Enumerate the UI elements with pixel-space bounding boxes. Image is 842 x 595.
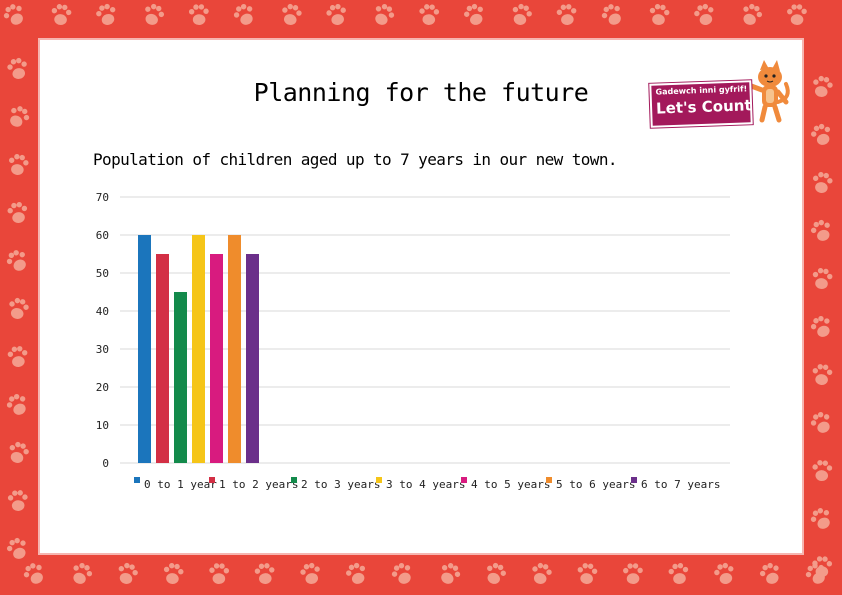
paw-print-icon xyxy=(812,460,833,481)
paw-print-icon xyxy=(743,3,763,25)
paw-print-icon xyxy=(532,562,552,584)
legend-label: 5 to 6 years xyxy=(556,478,635,491)
paw-print-icon xyxy=(512,3,532,25)
paw-print-icon xyxy=(812,171,833,193)
paw-print-icon xyxy=(51,4,72,25)
paw-print-icon xyxy=(10,106,30,127)
paw-print-icon xyxy=(23,563,43,584)
legend-swatch xyxy=(461,477,467,483)
paw-print-icon xyxy=(6,394,26,415)
chart-subtitle: Population of children aged up to 7 year… xyxy=(93,150,618,169)
paw-print-icon xyxy=(759,562,779,584)
paw-print-icon xyxy=(6,537,26,559)
paw-print-icon xyxy=(300,562,320,584)
bar-1 xyxy=(138,235,151,463)
paw-print-icon xyxy=(8,153,29,175)
bar-3 xyxy=(174,292,187,463)
paw-print-icon xyxy=(556,4,577,25)
paw-print-icon xyxy=(714,562,734,584)
paw-print-icon xyxy=(7,57,27,79)
y-tick-label: 50 xyxy=(96,267,109,280)
paw-print-icon xyxy=(441,563,461,584)
paw-print-icon xyxy=(118,562,138,584)
paw-print-icon xyxy=(7,201,28,223)
legend-swatch xyxy=(291,477,297,483)
legend-label: 6 to 7 years xyxy=(641,478,720,491)
paw-print-icon xyxy=(9,297,29,319)
bar-4 xyxy=(192,235,205,463)
paw-print-icon xyxy=(282,3,302,25)
paw-print-icon xyxy=(668,563,689,584)
paw-print-icon xyxy=(812,364,833,385)
paw-print-icon xyxy=(233,4,253,25)
y-tick-label: 40 xyxy=(96,305,109,318)
y-tick-label: 0 xyxy=(102,457,109,470)
paw-print-icon xyxy=(811,123,831,145)
y-tick-label: 60 xyxy=(96,229,109,242)
paw-print-icon xyxy=(812,268,833,289)
paw-print-icon xyxy=(577,563,598,584)
paw-print-icon xyxy=(3,4,23,25)
legend-swatch xyxy=(376,477,382,483)
paw-print-icon xyxy=(9,441,29,463)
paw-print-icon xyxy=(694,3,714,25)
legend-label: 1 to 2 years xyxy=(219,478,298,491)
lets-count-logo: Gadewch inni gyfrif! Let's Count! xyxy=(642,52,792,128)
paw-print-icon xyxy=(810,508,830,529)
paw-print-icon xyxy=(649,4,670,25)
legend-swatch xyxy=(631,477,637,483)
paw-print-icon xyxy=(73,562,93,584)
paw-print-icon xyxy=(7,490,28,511)
y-tick-label: 20 xyxy=(96,381,109,394)
paw-print-icon xyxy=(6,250,26,271)
legend-swatch xyxy=(546,477,552,483)
paw-print-icon xyxy=(254,563,275,584)
legend-label: 3 to 4 years xyxy=(386,478,465,491)
paw-print-icon xyxy=(487,562,507,584)
paw-print-icon xyxy=(813,75,833,97)
paw-print-icon xyxy=(391,563,411,584)
bar-7 xyxy=(246,254,259,463)
y-tick-label: 30 xyxy=(96,343,109,356)
paw-print-icon xyxy=(812,556,833,577)
paw-print-icon xyxy=(375,4,395,25)
paw-print-icon xyxy=(623,563,643,584)
y-tick-label: 70 xyxy=(96,191,109,204)
legend-label: 0 to 1 year xyxy=(144,478,217,491)
bar-6 xyxy=(228,235,241,463)
paw-print-icon xyxy=(787,4,807,25)
paw-print-icon xyxy=(7,346,28,367)
paw-print-icon xyxy=(188,4,209,25)
legend-label: 4 to 5 years xyxy=(471,478,550,491)
page-title: Planning for the future xyxy=(253,78,589,107)
paw-print-icon xyxy=(463,3,483,25)
legend-label: 2 to 3 years xyxy=(301,478,380,491)
paw-print-icon xyxy=(810,219,830,241)
paw-print-icon xyxy=(96,3,116,25)
paw-print-icon xyxy=(163,562,184,584)
paw-print-icon xyxy=(145,3,165,25)
paw-print-icon xyxy=(326,3,346,25)
paw-print-icon xyxy=(810,412,830,433)
paw-print-icon xyxy=(419,4,440,25)
paw-print-icon xyxy=(209,563,230,584)
paw-print-icon xyxy=(601,4,621,25)
paw-print-icon xyxy=(346,562,366,584)
bar-5 xyxy=(210,254,223,463)
paw-print-icon xyxy=(810,315,830,337)
legend-swatch xyxy=(134,477,140,483)
y-tick-label: 10 xyxy=(96,419,109,432)
bar-2 xyxy=(156,254,169,463)
cat-mascot-icon xyxy=(743,60,790,123)
legend-swatch xyxy=(209,477,215,483)
